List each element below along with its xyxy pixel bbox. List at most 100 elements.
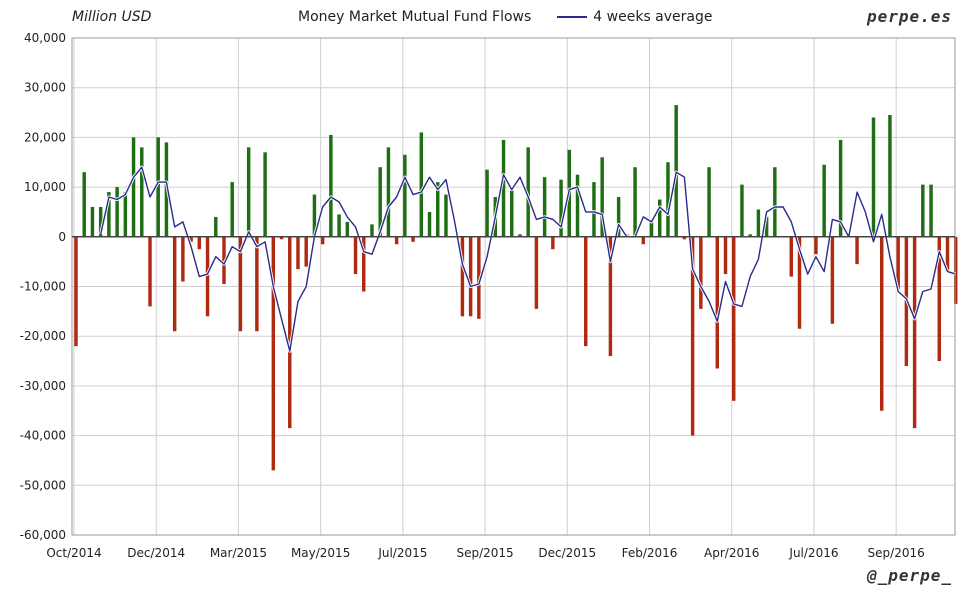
- bar-outflow: [584, 236, 588, 347]
- legend-label-average: 4 weeks average: [593, 9, 713, 25]
- bar-outflow: [238, 236, 243, 332]
- bar-inflow: [600, 157, 604, 237]
- bar-inflow: [107, 192, 111, 237]
- bar-outflow: [699, 236, 703, 309]
- bar-outflow: [690, 236, 695, 436]
- y-unit-label: Million USD: [72, 9, 152, 25]
- bar-inflow: [518, 234, 522, 237]
- bar-outflow: [732, 236, 736, 401]
- bar-inflow: [345, 221, 350, 237]
- bar-outflow: [641, 236, 646, 245]
- bar-inflow: [419, 132, 424, 237]
- x-tick-label: Dec/2015: [538, 546, 596, 560]
- bar-outflow: [608, 236, 613, 357]
- bar-outflow: [181, 236, 185, 282]
- average-line: [100, 166, 956, 352]
- bar-outflow: [830, 236, 835, 324]
- bar-inflow: [649, 219, 654, 237]
- bar-inflow: [230, 182, 234, 237]
- bar-outflow: [148, 236, 152, 307]
- bar-inflow: [82, 172, 86, 237]
- bar-outflow: [279, 236, 284, 240]
- bar-inflow: [666, 162, 670, 237]
- x-tick-label: Feb/2016: [622, 546, 678, 560]
- bar-outflow: [534, 236, 539, 309]
- bar-outflow: [353, 236, 358, 275]
- y-tick-label: 10,000: [24, 180, 66, 194]
- bars: [74, 105, 958, 471]
- bar-outflow: [682, 236, 687, 240]
- bar-inflow: [707, 167, 711, 237]
- bar-outflow: [715, 236, 720, 369]
- y-tick-label: -40,000: [20, 429, 66, 443]
- x-tick-label: May/2015: [291, 546, 350, 560]
- plot-frame: [71, 37, 956, 536]
- bar-inflow: [871, 117, 876, 237]
- bar-inflow: [756, 209, 761, 237]
- bar-inflow: [748, 234, 752, 237]
- bar-inflow: [838, 139, 843, 237]
- y-tick-label: -60,000: [20, 528, 66, 542]
- bar-outflow: [411, 236, 415, 242]
- bar-inflow: [740, 184, 744, 237]
- bar-inflow: [773, 167, 777, 237]
- bar-inflow: [329, 134, 333, 237]
- bar-outflow: [271, 236, 276, 471]
- chart-header: Money Market Mutual Fund Flows 4 weeks a…: [298, 9, 713, 25]
- bar-inflow: [131, 137, 136, 237]
- bar-outflow: [304, 236, 308, 267]
- bar-outflow: [797, 236, 802, 329]
- bar-inflow: [501, 139, 506, 237]
- bar-outflow: [814, 236, 818, 255]
- bar-outflow: [477, 236, 481, 319]
- bar-outflow: [296, 236, 300, 270]
- y-tick-label: -50,000: [20, 478, 66, 492]
- bar-outflow: [189, 236, 193, 242]
- bar-inflow: [485, 169, 489, 237]
- bar-inflow: [542, 177, 547, 237]
- bar-inflow: [616, 197, 621, 237]
- bar-inflow: [764, 216, 769, 237]
- x-tick-label: Jul/2016: [788, 546, 838, 560]
- bar-outflow: [205, 236, 210, 317]
- bar-inflow: [436, 182, 440, 237]
- bar-outflow: [468, 236, 473, 317]
- brand-watermark-bottom: @_perpe_: [866, 566, 952, 585]
- bar-outflow: [288, 236, 292, 429]
- bar-inflow: [378, 167, 382, 237]
- y-tick-label: 20,000: [24, 130, 66, 144]
- x-tick-label: Jul/2015: [377, 546, 427, 560]
- bar-inflow: [526, 147, 530, 237]
- bar-outflow: [255, 236, 259, 332]
- bar-outflow: [945, 236, 950, 272]
- x-tick-label: Apr/2016: [704, 546, 759, 560]
- bar-outflow: [953, 236, 958, 304]
- bar-inflow: [246, 147, 251, 237]
- y-tick-label: -10,000: [20, 280, 66, 294]
- brand-watermark-top: perpe.es: [866, 7, 952, 26]
- bar-inflow: [337, 214, 341, 237]
- bar-inflow: [444, 194, 448, 237]
- bar-inflow: [929, 184, 933, 237]
- bar-outflow: [74, 236, 78, 347]
- axes: 40,000 30,000 20,000 10,000 0 -10,000 -20,000 -…: [20, 31, 956, 560]
- average-line-halo: [99, 165, 957, 353]
- bar-outflow: [320, 236, 325, 245]
- bar-inflow: [214, 216, 218, 237]
- y-tick-label: 40,000: [24, 31, 66, 45]
- bar-outflow: [197, 236, 202, 250]
- bar-outflow: [855, 236, 859, 265]
- x-tick-label: Mar/2015: [210, 546, 267, 560]
- chart-title: Money Market Mutual Fund Flows: [298, 9, 532, 25]
- bar-inflow: [633, 167, 637, 237]
- x-tick-label: Oct/2014: [46, 546, 101, 560]
- bar-inflow: [658, 199, 662, 237]
- y-tick-label: -20,000: [20, 329, 66, 343]
- bar-outflow: [723, 236, 728, 275]
- bar-outflow: [394, 236, 399, 245]
- bar-inflow: [156, 137, 160, 237]
- bar-inflow: [312, 194, 317, 237]
- legend-line-swatch: [557, 16, 588, 18]
- y-tick-label: 30,000: [24, 81, 66, 95]
